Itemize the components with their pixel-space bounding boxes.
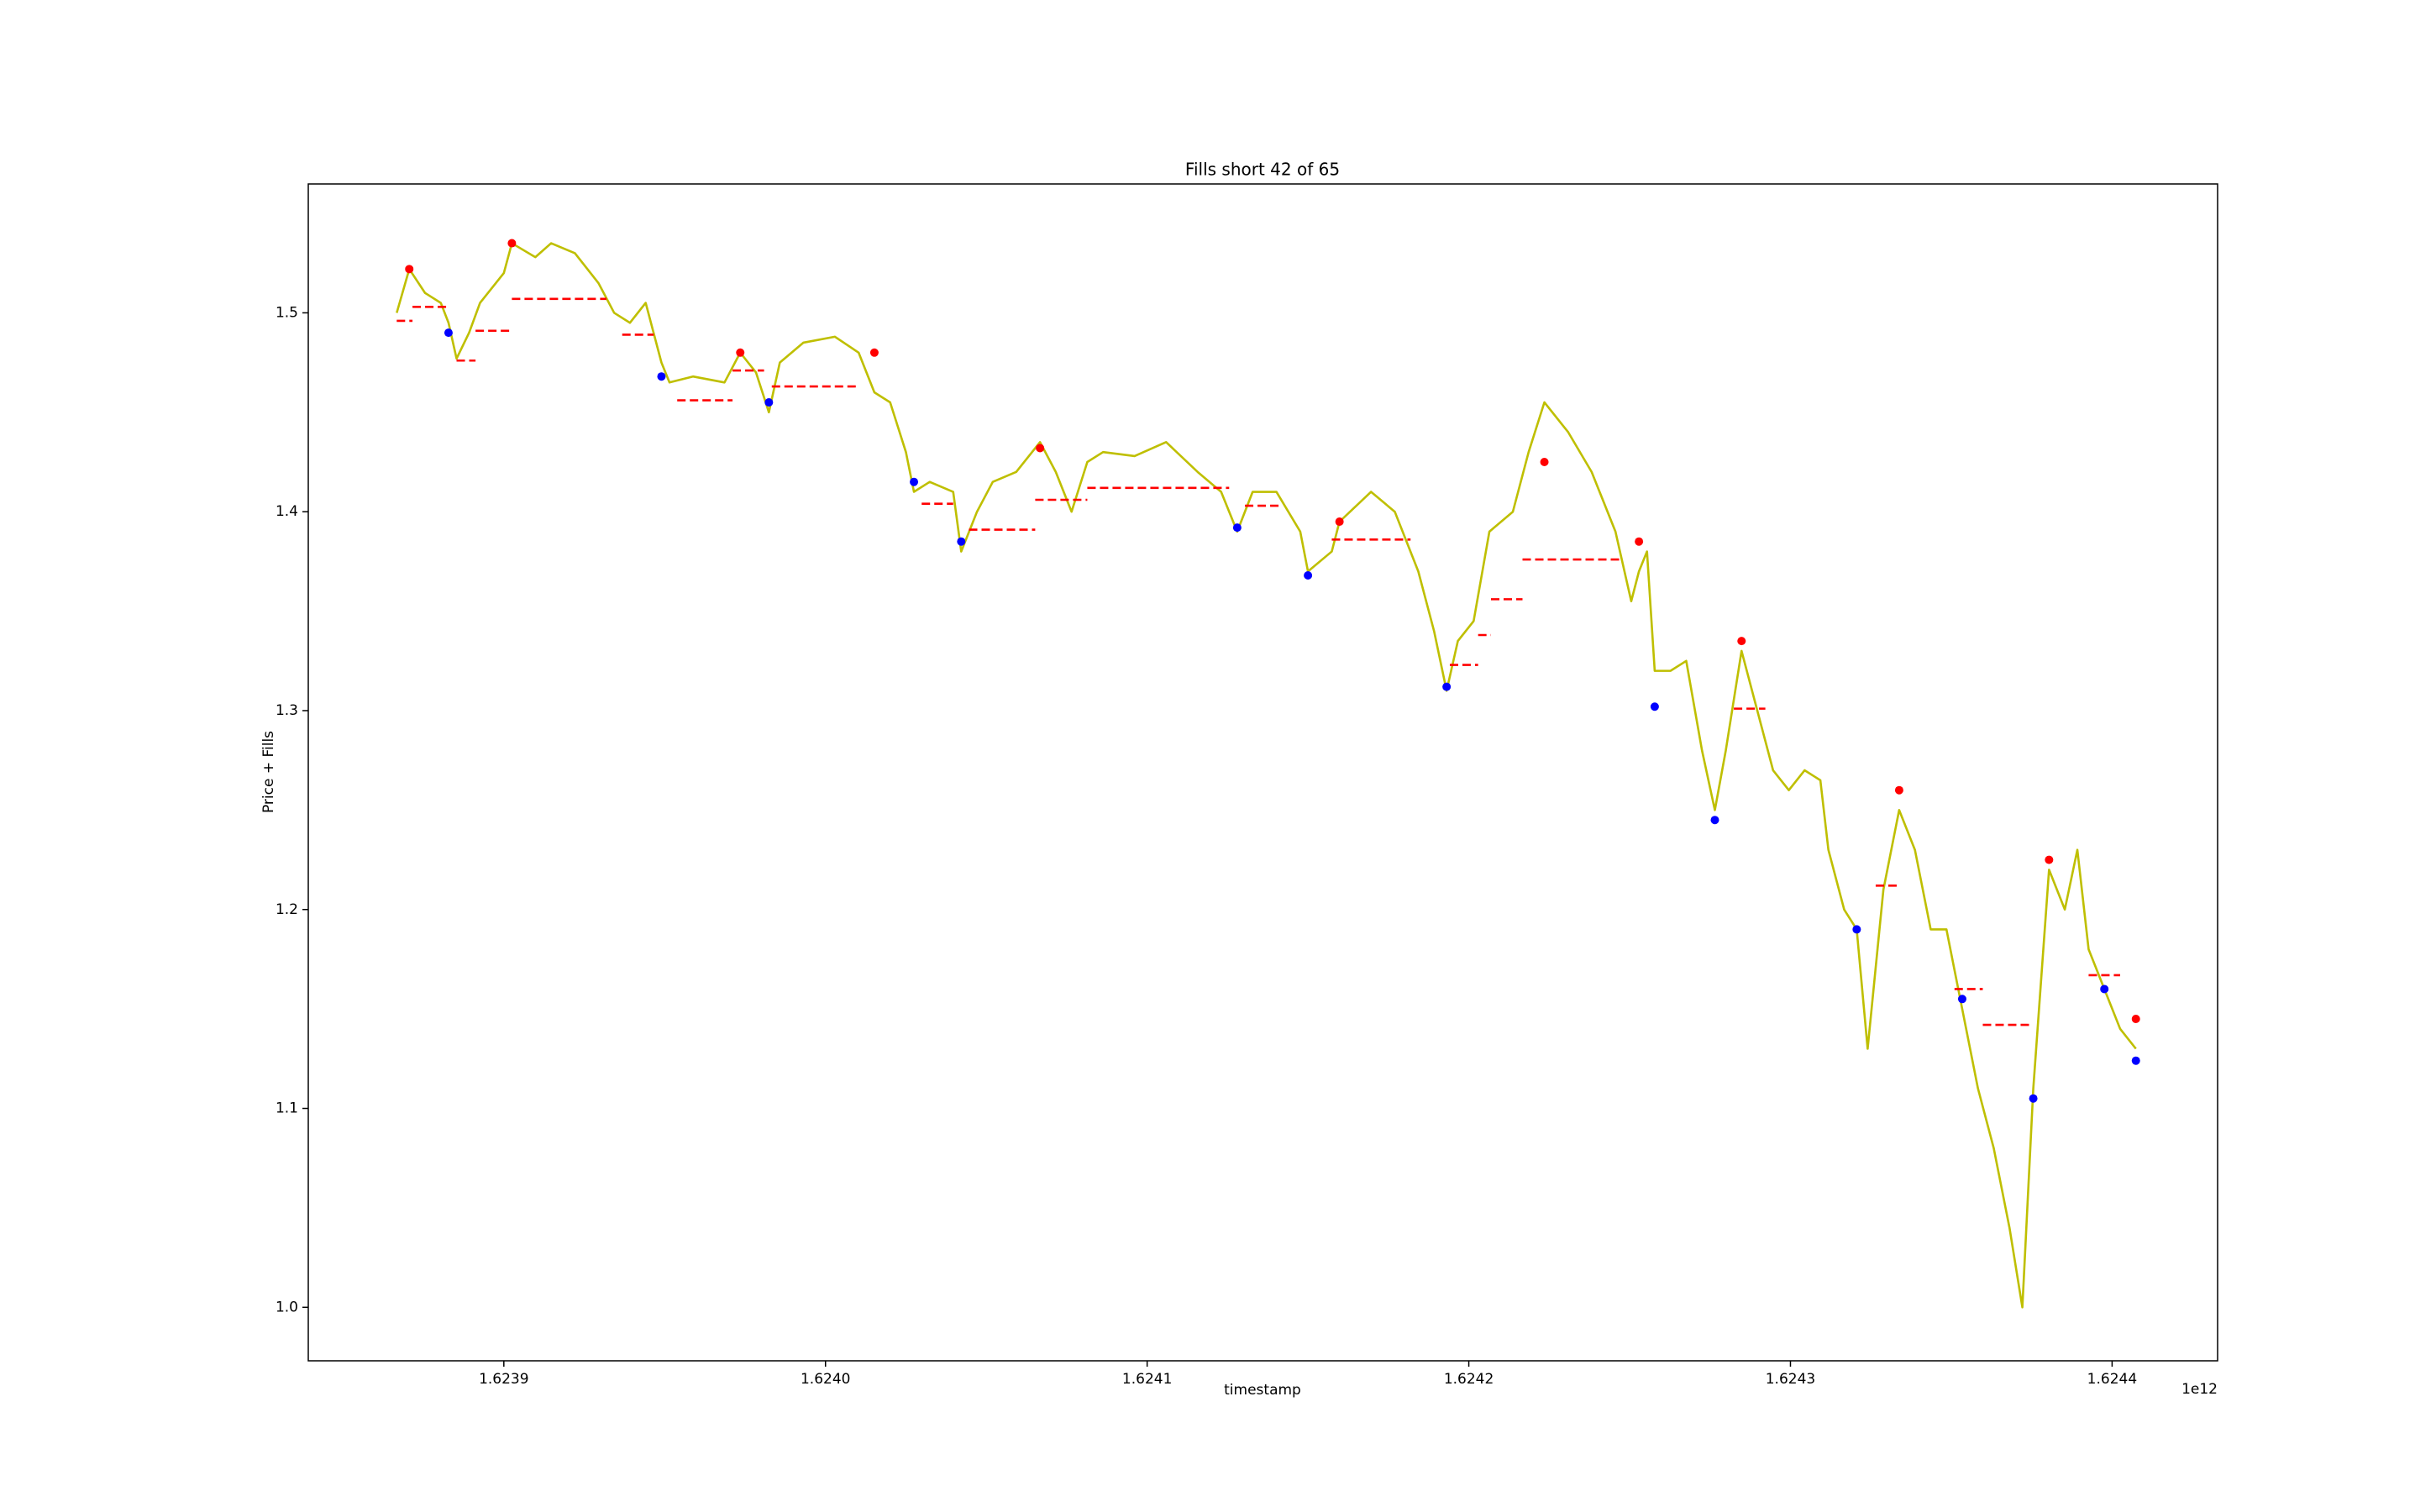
fill-marker xyxy=(1036,444,1045,453)
fill-marker xyxy=(657,372,666,381)
price-line xyxy=(396,242,2137,1309)
fill-marker xyxy=(1737,637,1746,646)
fill-marker xyxy=(1335,517,1344,527)
x-tick-label: 1.6244 xyxy=(2087,1371,2137,1388)
fill-marker xyxy=(1957,995,1966,1004)
y-tick-label: 1.2 xyxy=(276,901,298,918)
y-tick-label: 1.3 xyxy=(276,702,298,719)
y-tick-label: 1.5 xyxy=(276,304,298,321)
y-tick-label: 1.0 xyxy=(276,1299,298,1315)
y-axis-label: Price + Fills xyxy=(260,731,277,813)
x-tick-label: 1.6239 xyxy=(479,1371,528,1388)
fill-marker xyxy=(957,537,966,546)
fill-marker xyxy=(1650,702,1659,711)
x-tick-label: 1.6242 xyxy=(1444,1371,1494,1388)
fill-marker xyxy=(764,397,774,407)
fill-marker xyxy=(2131,1056,2140,1065)
fill-marker xyxy=(1710,816,1719,825)
fill-marker xyxy=(736,348,745,357)
fill-marker xyxy=(405,265,414,274)
y-tick-label: 1.4 xyxy=(276,503,298,520)
x-offset-label: 1e12 xyxy=(2181,1381,2218,1398)
x-tick-label: 1.6243 xyxy=(1766,1371,1815,1388)
fill-marker xyxy=(1540,458,1549,467)
fill-marker xyxy=(2100,984,2109,994)
fill-marker xyxy=(1894,785,1903,795)
y-tick-label: 1.1 xyxy=(276,1100,298,1117)
chart-title: Fills short 42 of 65 xyxy=(1185,160,1340,180)
fill-marker xyxy=(910,477,919,486)
fill-marker xyxy=(1304,570,1313,580)
fill-marker xyxy=(1232,523,1242,533)
fill-marker xyxy=(444,328,453,338)
fill-marker xyxy=(1442,682,1452,691)
fill-marker xyxy=(2045,855,2054,864)
fill-marker xyxy=(507,239,517,248)
fill-marker xyxy=(1635,537,1644,546)
x-axis-label: timestamp xyxy=(1224,1382,1301,1399)
fill-marker xyxy=(869,348,879,357)
x-tick-label: 1.6240 xyxy=(801,1371,850,1388)
plot-frame xyxy=(307,183,2218,1362)
x-tick-label: 1.6241 xyxy=(1122,1371,1172,1388)
fill-marker xyxy=(2131,1014,2140,1023)
fill-marker xyxy=(2029,1094,2038,1103)
fill-marker xyxy=(1852,925,1861,934)
